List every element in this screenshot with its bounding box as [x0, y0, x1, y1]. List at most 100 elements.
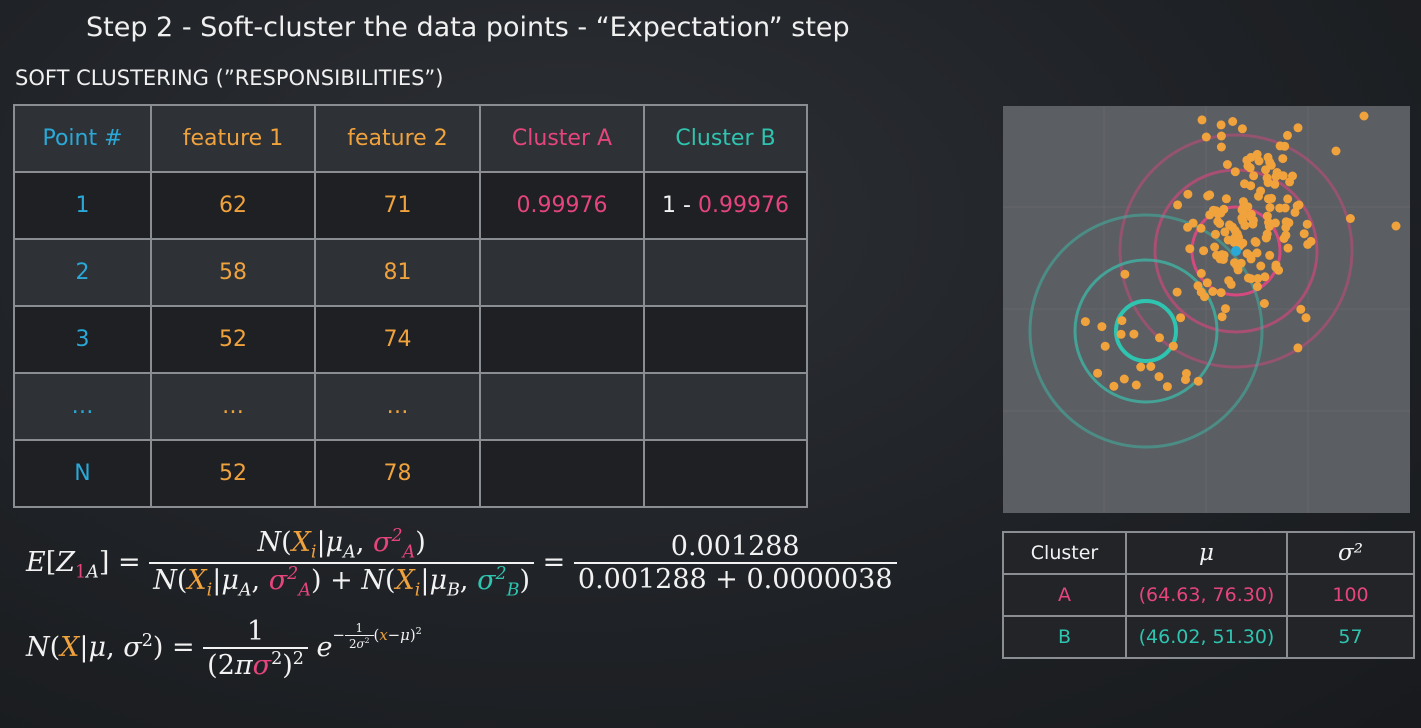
- cell-feature-2: 74: [314, 305, 481, 374]
- params-row-b: B (46.02, 51.30) 57: [1002, 615, 1415, 659]
- data-point: [1290, 207, 1300, 217]
- data-point: [1201, 132, 1211, 142]
- data-point: [1252, 149, 1262, 159]
- cell-cluster-b: [643, 305, 808, 374]
- data-point: [1193, 376, 1203, 386]
- table-row: … … …: [13, 372, 808, 441]
- data-point: [1281, 230, 1291, 240]
- cell-cluster-b: [643, 439, 808, 508]
- header-point: Point #: [13, 104, 152, 173]
- data-point: [1237, 213, 1247, 223]
- data-point: [1197, 115, 1207, 125]
- cell-cluster-b: 1 - 0.99976: [643, 171, 808, 240]
- data-point: [1243, 161, 1253, 171]
- data-points: [1080, 111, 1401, 392]
- data-point: [1211, 229, 1220, 239]
- table-row: N 52 78: [13, 439, 808, 508]
- data-point: [1183, 222, 1193, 232]
- data-point: [1302, 219, 1312, 229]
- highlighted-point: [1231, 246, 1241, 256]
- params-row-a: A (64.63, 76.30) 100: [1002, 573, 1415, 617]
- data-point: [1208, 287, 1218, 296]
- cell-feature-2: 78: [314, 439, 481, 508]
- data-point: [1223, 235, 1233, 245]
- cell-feature-1: …: [150, 372, 316, 441]
- data-point: [1256, 261, 1266, 271]
- data-point: [1275, 203, 1285, 213]
- data-point: [1168, 341, 1178, 351]
- header-cluster-a: Cluster A: [479, 104, 645, 173]
- data-point: [1216, 288, 1226, 298]
- data-point: [1259, 299, 1269, 308]
- data-point: [1283, 194, 1293, 204]
- data-point: [1228, 117, 1238, 126]
- data-point: [1136, 362, 1146, 372]
- data-point: [1131, 380, 1141, 390]
- data-point: [1097, 322, 1107, 332]
- table-row: 3 52 74: [13, 305, 808, 374]
- data-point: [1306, 236, 1316, 246]
- data-point: [1274, 265, 1284, 275]
- gaussian-fraction: 1 (2πσ2)2: [203, 616, 308, 681]
- data-point: [1271, 172, 1281, 181]
- data-point: [1216, 142, 1226, 152]
- data-point: [1215, 219, 1225, 228]
- data-point: [1080, 317, 1090, 327]
- data-point: [1221, 194, 1231, 204]
- header-feature-1: feature 1: [150, 104, 316, 173]
- data-point: [1248, 219, 1258, 229]
- data-point: [1283, 130, 1292, 140]
- data-point: [1205, 190, 1215, 200]
- cell-feature-2: 71: [314, 171, 481, 240]
- cell-feature-1: 58: [150, 238, 316, 307]
- data-point: [1117, 316, 1127, 326]
- data-point: [1230, 233, 1240, 243]
- table-row: 1 62 71 0.99976 1 - 0.99976: [13, 171, 808, 240]
- data-point: [1162, 382, 1172, 392]
- cell-cluster-a: [479, 439, 645, 508]
- data-point: [1252, 282, 1262, 292]
- data-point: [1217, 312, 1227, 322]
- header-cluster-b: Cluster B: [643, 104, 808, 173]
- data-point: [1281, 222, 1291, 232]
- data-point: [1246, 209, 1256, 219]
- data-point: [1227, 222, 1237, 232]
- data-point: [1261, 233, 1271, 243]
- gaussian-formula: N(X|μ, σ2) = 1 (2πσ2)2 e− 1 2σ2 (x−μ)2: [26, 616, 422, 681]
- data-point: [1183, 189, 1193, 199]
- cell-feature-1: 52: [150, 305, 316, 374]
- data-point: [1219, 250, 1229, 260]
- cell-point: …: [13, 372, 152, 441]
- data-point: [1253, 274, 1263, 283]
- data-point: [1278, 154, 1288, 164]
- data-point: [1216, 131, 1226, 141]
- data-point: [1211, 206, 1221, 216]
- params-cluster-a: A: [1002, 573, 1127, 617]
- data-point: [1200, 292, 1209, 302]
- params-cluster-b: B: [1002, 615, 1127, 659]
- data-point: [1246, 181, 1256, 191]
- params-header-cluster: Cluster: [1002, 531, 1127, 575]
- data-point: [1216, 120, 1226, 130]
- data-point: [1119, 374, 1129, 384]
- data-point: [1263, 152, 1273, 162]
- cell-cluster-a: [479, 305, 645, 374]
- cluster-b-outer-ring: [1028, 213, 1264, 449]
- data-point: [1100, 341, 1110, 351]
- data-point: [1246, 274, 1256, 284]
- data-point: [1296, 304, 1306, 314]
- data-point: [1391, 221, 1401, 231]
- cell-point: 1: [13, 171, 152, 240]
- cluster-b-inner-ring: [1114, 299, 1178, 363]
- params-sigma2-a: 100: [1286, 573, 1415, 617]
- data-point: [1293, 123, 1303, 133]
- data-point: [1251, 237, 1261, 247]
- params-mu-b: (46.02, 51.30): [1125, 615, 1288, 659]
- data-point: [1221, 304, 1230, 314]
- params-header-sigma2: σ²: [1286, 531, 1415, 575]
- cell-feature-2: 81: [314, 238, 481, 307]
- data-point: [1155, 333, 1164, 343]
- cluster-b-middle-ring: [1073, 258, 1219, 404]
- data-point: [1283, 243, 1293, 253]
- params-header-row: Cluster μ σ²: [1002, 531, 1415, 575]
